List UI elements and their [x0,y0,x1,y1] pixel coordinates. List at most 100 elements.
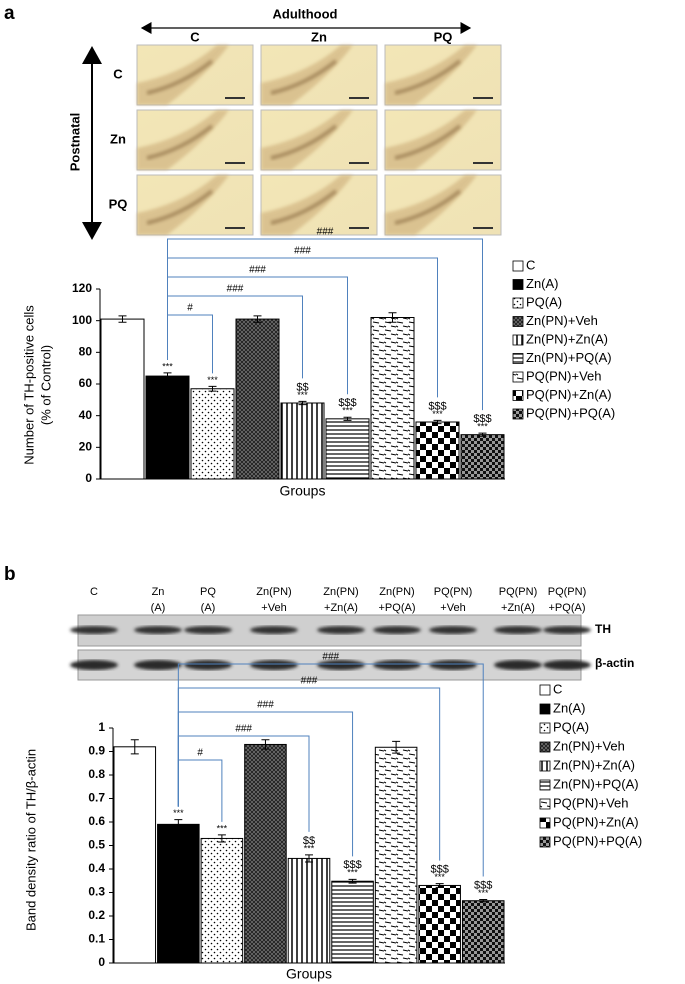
significance-label: *** [207,375,218,385]
legend-label: PQ(PN)+Zn(A) [526,387,612,402]
y-tick-label: 0 [85,471,92,485]
error-bar [174,819,183,830]
scale-bar [225,162,245,164]
tissue-band [270,59,338,95]
y-tick-label: 0.8 [88,767,105,781]
legend-swatch [539,779,551,791]
legend-label: Zn(A) [526,276,559,291]
bracket-label: ### [301,676,318,687]
error-bar [217,834,226,843]
lane-label: Zn [152,586,165,598]
bar [460,434,505,480]
y-tick-label: 0.2 [88,908,105,922]
scale-bar [225,227,245,229]
legend-swatch [539,703,551,715]
scale-bar [473,162,493,164]
y-tick-label: 0.7 [88,791,105,805]
bracket-label: ### [249,265,266,276]
panel-label: a [4,3,15,24]
postnatal-label: Postnatal [67,113,82,172]
lane-label: (A) [201,602,216,614]
legend-swatch [512,371,524,383]
legend-label: PQ(A) [553,719,589,734]
error-bar [392,740,401,754]
scale-bar [473,227,493,229]
error-bar [435,883,444,888]
y-axis-label: Number of TH-positive cells [21,305,36,465]
error-bar-line [435,883,444,888]
y-tick-label: 0.1 [88,932,105,946]
blot-band [250,660,298,670]
legend-swatch [539,741,551,753]
legend-swatch [539,684,551,696]
tissue-band [146,124,214,160]
legend-label: PQ(PN)+Veh [526,368,602,383]
significance-label: *** [297,390,308,400]
column-label: C [190,29,200,44]
x-axis-label: Groups [286,966,332,982]
y-tick-label: 120 [72,281,92,295]
bar [461,900,505,964]
bracket [167,238,483,411]
panel-label: b [4,564,16,585]
band-label: β-actin [595,656,634,670]
legend-label: Zn(PN)+Veh [526,313,598,328]
tissue-band [270,189,338,225]
error-bar-line [217,834,226,843]
y-tick-label: 0.3 [88,885,105,899]
significance-label: *** [217,823,228,833]
y-tick-label: 0.5 [88,838,105,852]
error-bar [343,416,352,421]
legend-label: Zn(PN)+PQ(A) [526,350,612,365]
error-bar [261,739,270,750]
legend-label: PQ(PN)+Zn(A) [553,814,639,829]
blot [70,626,591,670]
legend-label: Zn(PN)+Zn(A) [553,757,635,772]
band-label: TH [595,622,611,636]
error-bar [348,878,357,884]
bracket-label: ### [317,227,334,238]
bracket-label: # [197,748,203,759]
legend-label: Zn(PN)+Veh [553,738,625,753]
error-bar-line [388,312,397,323]
legend-swatch [539,760,551,772]
bar [415,421,460,480]
column-label: PQ [434,29,453,44]
bracket [167,314,213,374]
scale-bar [225,97,245,99]
significance-label: *** [434,872,445,882]
legend-swatch [512,390,524,401]
bracket-label: ### [322,652,339,663]
significance-label: *** [342,406,353,416]
significance-label: $$$ [428,400,446,412]
error-bar-line [174,819,183,830]
error-bar-line [433,419,442,425]
y-axis-label: (% of Control) [38,345,53,425]
significance-label: $$ [303,835,315,847]
error-bar [118,315,127,323]
column-label: Zn [311,29,327,44]
legend-swatch [512,353,524,364]
significance-label: $$$ [430,863,448,875]
blot-band [543,626,591,634]
legend-label: PQ(A) [526,294,562,309]
error-bar-line [261,739,270,750]
error-bar [478,432,487,437]
significance-label: *** [162,361,173,371]
error-bar [298,400,307,406]
bar [200,837,244,964]
significance-label: $$ [296,381,308,393]
legend-swatch [512,279,524,290]
blot-band [494,626,542,634]
bracket [177,663,484,877]
row-label: PQ [109,196,128,211]
legend-swatch [512,408,524,420]
bar [374,746,418,964]
error-bar-line [253,315,262,323]
significance-label: $$$ [343,859,361,871]
blot-band [317,660,365,670]
bar [370,317,415,480]
legend-swatch [539,798,551,810]
blot-band [373,626,421,634]
